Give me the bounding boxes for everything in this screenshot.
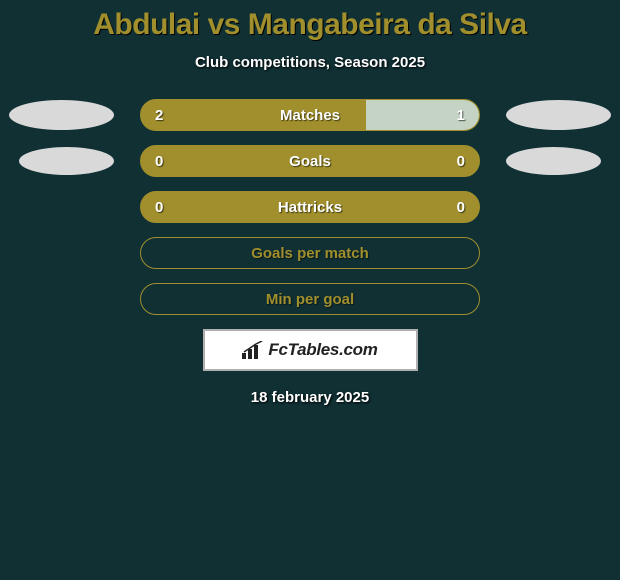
player-photo-right [506,147,601,175]
logo: FcTables.com [242,340,377,360]
stat-label: Hattricks [141,199,479,216]
player-photo-left [9,100,114,130]
stat-label: Min per goal [141,291,479,308]
subtitle: Club competitions, Season 2025 [0,54,620,71]
stat-bar: 00Hattricks [140,191,480,223]
stat-label: Goals [141,153,479,170]
logo-text: FcTables.com [268,340,377,360]
stat-bar: Min per goal [140,283,480,315]
stat-label: Matches [141,107,479,124]
stat-bar: 21Matches [140,99,480,131]
date-text: 18 february 2025 [0,389,620,406]
stat-bar: 00Goals [140,145,480,177]
stat-row: 21Matches [0,99,620,131]
stat-row: 00Hattricks [0,191,620,223]
player-photo-left [19,147,114,175]
stat-bars: 21Matches 00Goals 00Hattricks Goals per mat… [0,99,620,315]
stat-row: Goals per match [0,237,620,269]
stat-row: Min per goal [0,283,620,315]
stat-bar: Goals per match [140,237,480,269]
player-photo-right [506,100,611,130]
page-title: Abdulai vs Mangabeira da Silva [0,8,620,42]
stat-label: Goals per match [141,245,479,262]
comparison-card: Abdulai vs Mangabeira da Silva Club comp… [0,0,620,406]
bars-icon [242,341,264,359]
stat-row: 00Goals [0,145,620,177]
logo-box: FcTables.com [203,329,418,371]
